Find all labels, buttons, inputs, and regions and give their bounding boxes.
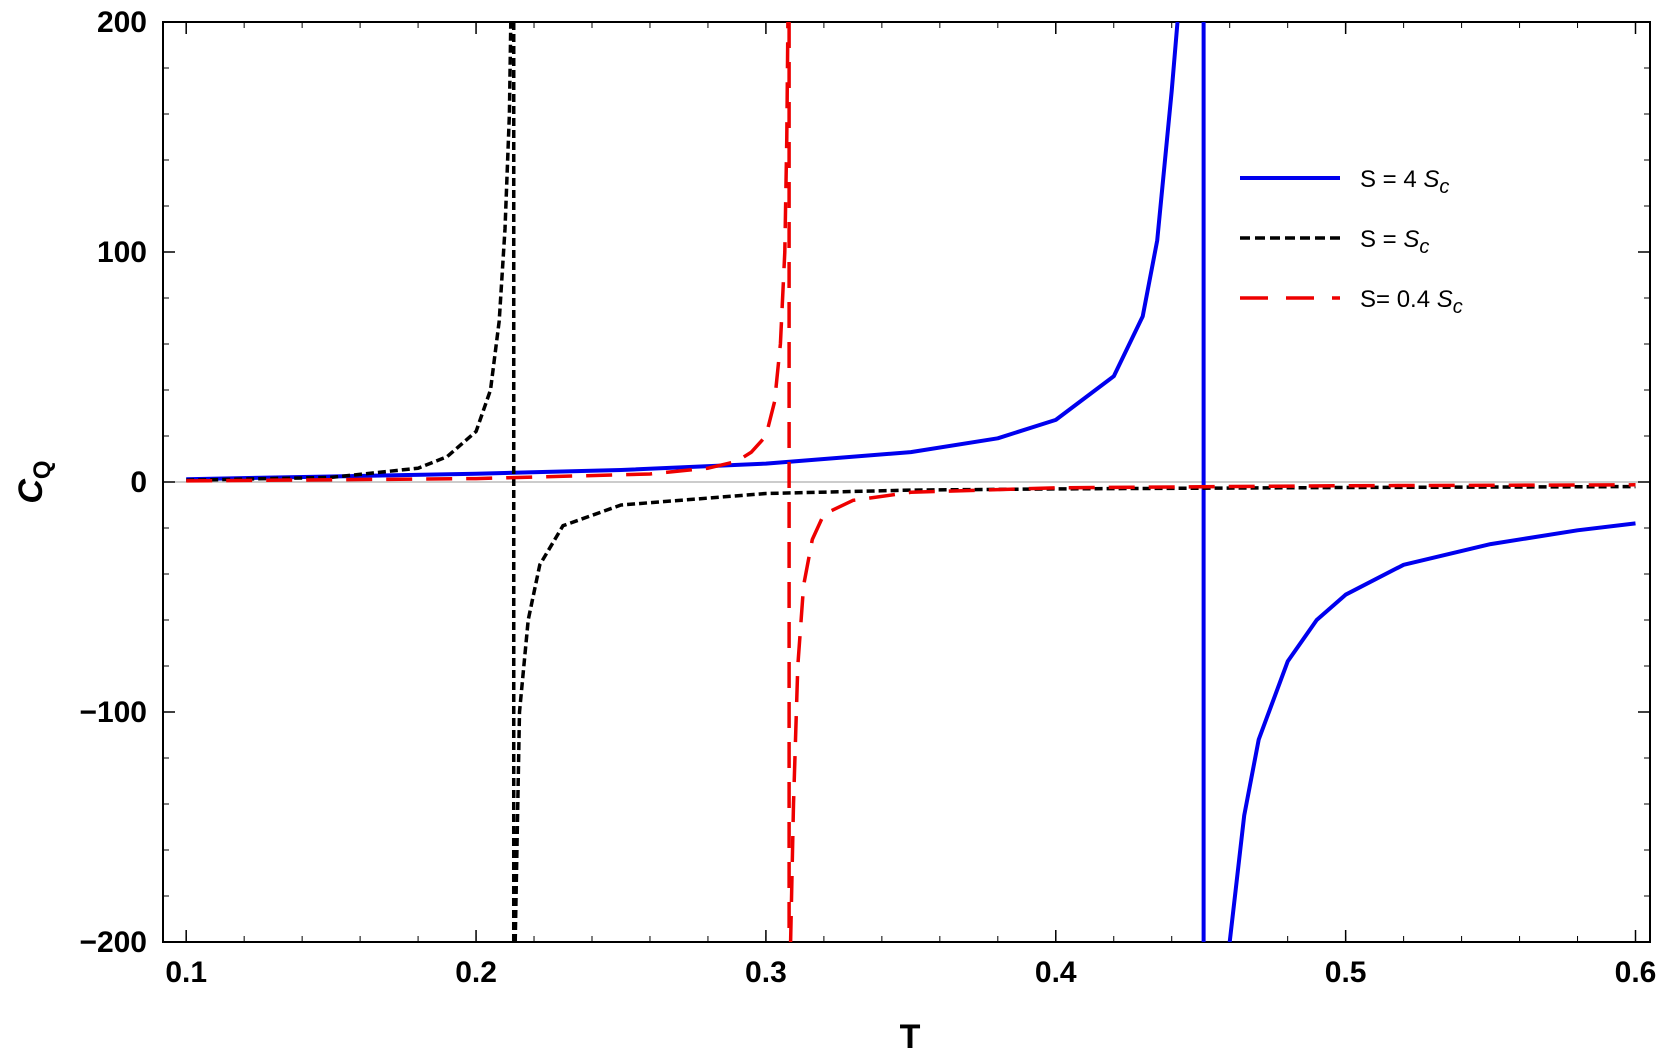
axis-ticks: 0.1 0.2 0.3 0.4 0.5 0.6 −200 −100 0 100 200	[79, 6, 1656, 989]
legend-label-symbol: S	[1423, 166, 1439, 193]
legend-label-main: S= 0.4	[1360, 286, 1437, 313]
legend-label-2: S= 0.4 Sc	[1360, 286, 1463, 318]
x-tick-label: 0.4	[1035, 956, 1077, 989]
y-tick-label: 200	[97, 6, 147, 39]
legend-label-main: S =	[1360, 226, 1403, 253]
series-1-left-branch	[186, 22, 513, 482]
x-tick-label: 0.6	[1615, 956, 1657, 989]
legend-label-sub: c	[1453, 296, 1463, 318]
series-2-right-branch	[788, 483, 1636, 942]
series-0-right-branch	[1227, 521, 1636, 942]
legend-label-main: S = 4	[1360, 166, 1423, 193]
series-layer	[186, 22, 1636, 942]
legend-label-0: S = 4 Sc	[1360, 166, 1449, 198]
x-tick-label: 0.5	[1325, 956, 1367, 989]
x-tick-label: 0.1	[165, 956, 207, 989]
legend-label-1: S = Sc	[1360, 226, 1429, 258]
legend: S = 4 ScS = ScS= 0.4 Sc	[1240, 166, 1463, 318]
y-tick-label: 0	[130, 466, 147, 499]
y-axis-title-sub: Q	[29, 460, 56, 479]
legend-label-sub: c	[1439, 176, 1449, 198]
legend-label-symbol: S	[1437, 286, 1453, 313]
y-tick-label: −100	[79, 696, 147, 729]
x-tick-label: 0.2	[455, 956, 497, 989]
series-2-left-branch	[186, 22, 790, 483]
series-1-right-branch	[513, 484, 1636, 942]
y-tick-label: −200	[79, 926, 147, 959]
x-axis-title: T	[900, 1018, 921, 1056]
x-tick-label: 0.3	[745, 956, 787, 989]
y-axis-title-main: C	[12, 479, 50, 504]
series-0-left-branch	[186, 22, 1180, 482]
legend-label-symbol: S	[1403, 226, 1419, 253]
y-tick-label: 100	[97, 236, 147, 269]
y-axis-title: CQ	[12, 460, 56, 503]
legend-label-sub: c	[1419, 236, 1429, 258]
